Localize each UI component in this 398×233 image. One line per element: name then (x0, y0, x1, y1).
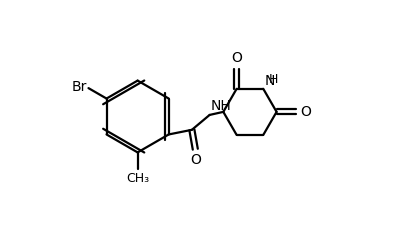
Text: O: O (300, 105, 311, 119)
Text: NH: NH (211, 99, 232, 113)
Text: O: O (231, 51, 242, 65)
Text: N: N (264, 74, 275, 88)
Text: O: O (190, 153, 201, 167)
Text: CH₃: CH₃ (126, 172, 149, 185)
Text: Br: Br (71, 80, 87, 94)
Text: H: H (268, 73, 278, 86)
